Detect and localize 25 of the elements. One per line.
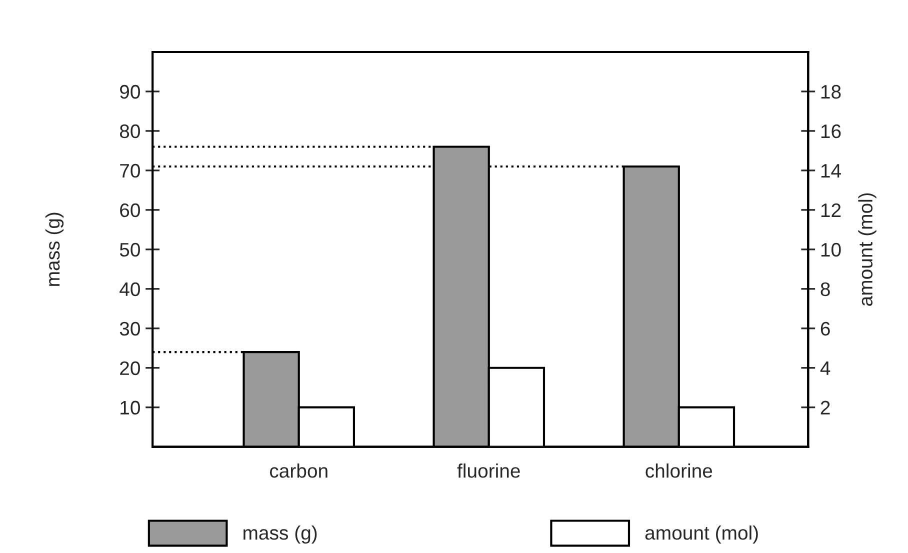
y-tick-label: 90 [120, 84, 140, 99]
legend-label: amount (mol) [645, 526, 758, 544]
y2-tick-label: 8 [820, 282, 830, 296]
x-tick-label: chlorine [646, 463, 712, 478]
y-tick-label: 60 [120, 203, 140, 218]
y2-axis-title: amount (mol) [858, 193, 876, 306]
y-tick-label: 20 [120, 361, 140, 376]
y2-tick-label: 18 [821, 84, 841, 99]
y-tick-label: 50 [120, 242, 140, 257]
y2-tick-label: 12 [821, 203, 841, 217]
y-tick-label: 30 [120, 322, 140, 336]
y-tick-label: 80 [120, 124, 140, 138]
y2-tick-label: 10 [821, 242, 841, 257]
y-axis-title: mass (g) [45, 212, 64, 286]
y2-tick-label: 4 [820, 362, 830, 375]
y-tick-label: 40 [120, 282, 140, 296]
y2-tick-label: 6 [820, 322, 830, 336]
legend-label: mass (g) [244, 526, 317, 544]
x-tick-label: fluorine [457, 463, 520, 478]
y2-tick-label: 2 [820, 400, 830, 414]
x-tick-label: carbon [270, 463, 328, 478]
y-tick-label: 10 [120, 400, 140, 415]
y2-tick-label: 16 [821, 124, 841, 138]
y-tick-label: 70 [120, 164, 140, 178]
y2-tick-label: 14 [821, 164, 841, 178]
